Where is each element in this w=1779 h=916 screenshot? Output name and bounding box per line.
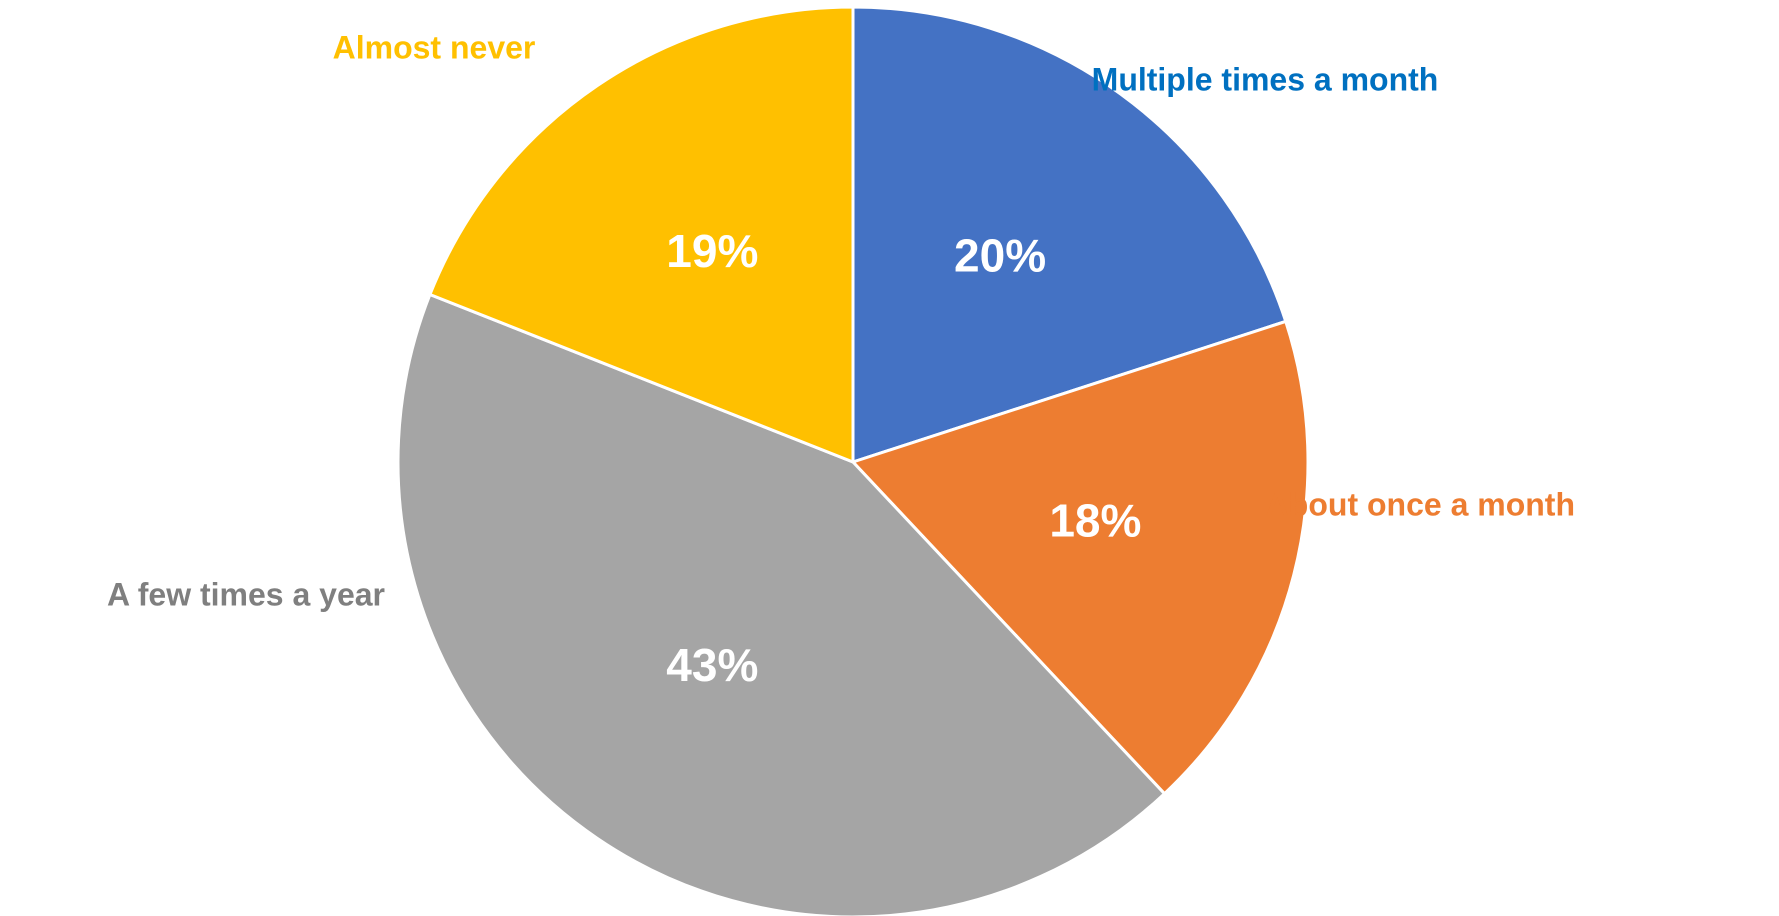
category-labels-layer: Multiple times a month About once a month…: [107, 29, 1575, 612]
data-label-multiple-times-a-month: 20%: [954, 230, 1046, 282]
data-label-almost-never: 19%: [666, 225, 758, 277]
slices-layer: [396, 5, 1310, 916]
pie-slice-almost-never: [428, 5, 855, 465]
category-label-a-few-times-a-year: A few times a year: [107, 576, 385, 612]
data-label-a-few-times-a-year: 43%: [666, 639, 758, 691]
data-label-about-once-a-month: 18%: [1049, 494, 1141, 546]
category-label-almost-never: Almost never: [333, 29, 536, 65]
category-label-multiple-times-a-month: Multiple times a month: [1092, 61, 1439, 97]
pie-slice-about-once-a-month: [850, 319, 1310, 796]
pie-slice-multiple-times-a-month: [851, 5, 1288, 465]
pie-slice-a-few-times-a-year: [396, 292, 1167, 916]
category-label-about-once-a-month: About once a month: [1266, 486, 1575, 522]
percent-labels-layer: 20% 18% 43% 19%: [666, 225, 1141, 691]
